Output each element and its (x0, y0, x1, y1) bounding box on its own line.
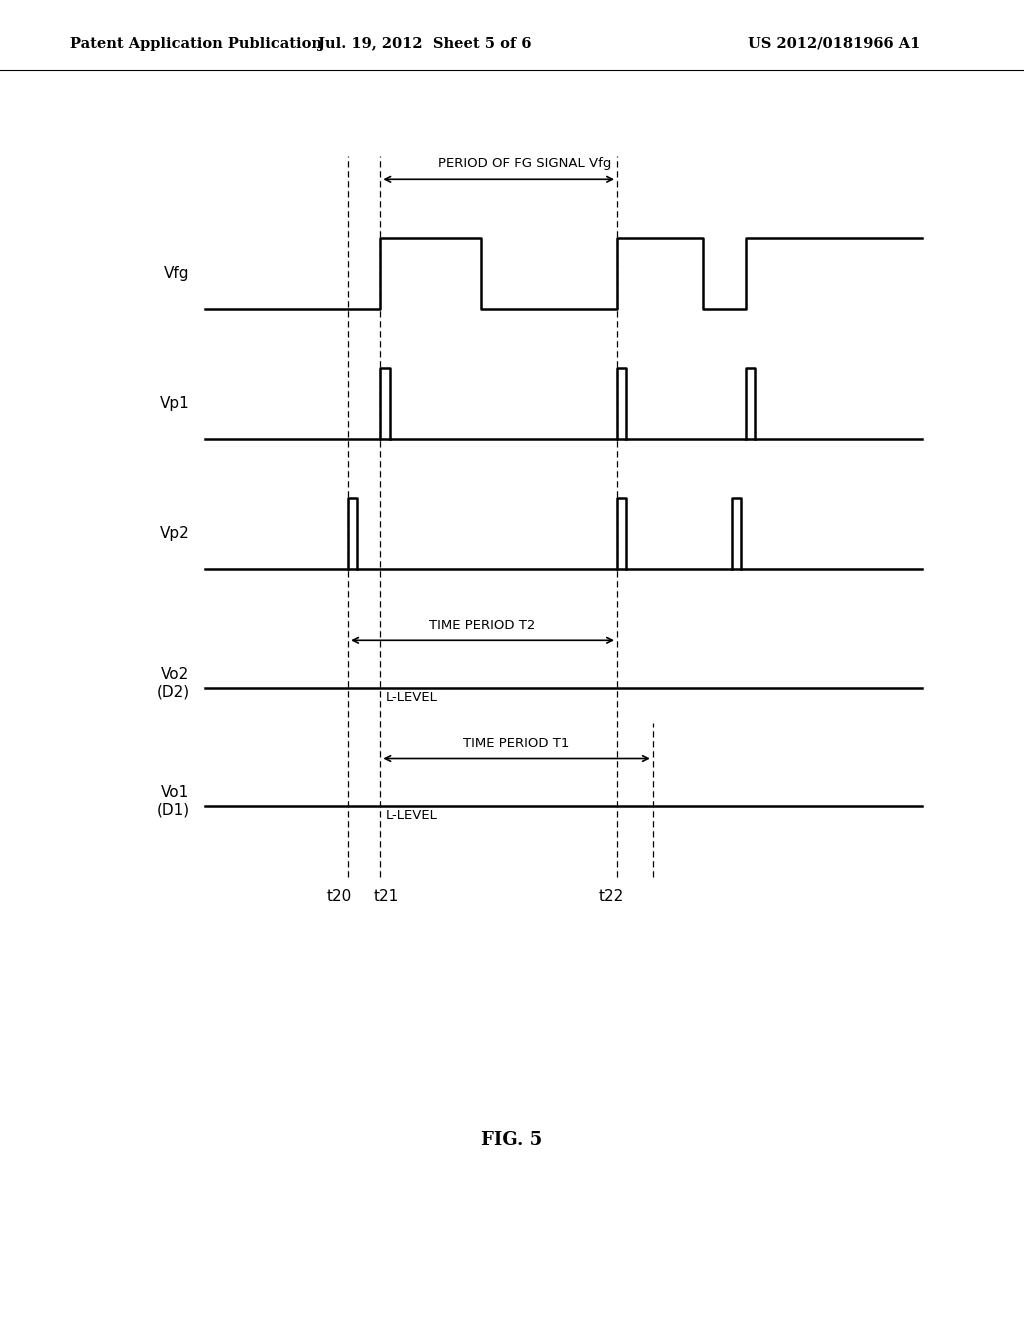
Text: PERIOD OF FG SIGNAL Vfg: PERIOD OF FG SIGNAL Vfg (438, 157, 612, 170)
Text: Vo2
(D2): Vo2 (D2) (157, 667, 189, 700)
Text: Vp1: Vp1 (160, 396, 189, 412)
Text: t22: t22 (599, 888, 624, 903)
Text: TIME PERIOD T2: TIME PERIOD T2 (429, 619, 536, 632)
Text: Patent Application Publication: Patent Application Publication (70, 37, 322, 50)
Text: TIME PERIOD T1: TIME PERIOD T1 (464, 738, 569, 750)
Text: Vfg: Vfg (164, 267, 189, 281)
Text: Vo1
(D1): Vo1 (D1) (157, 785, 189, 817)
Text: FIG. 5: FIG. 5 (481, 1131, 543, 1150)
Text: US 2012/0181966 A1: US 2012/0181966 A1 (748, 37, 920, 50)
Text: t20: t20 (327, 888, 351, 903)
Text: t21: t21 (374, 888, 398, 903)
Text: L-LEVEL: L-LEVEL (385, 692, 437, 704)
Text: Jul. 19, 2012  Sheet 5 of 6: Jul. 19, 2012 Sheet 5 of 6 (318, 37, 531, 50)
Text: L-LEVEL: L-LEVEL (385, 809, 437, 822)
Text: Vp2: Vp2 (160, 527, 189, 541)
